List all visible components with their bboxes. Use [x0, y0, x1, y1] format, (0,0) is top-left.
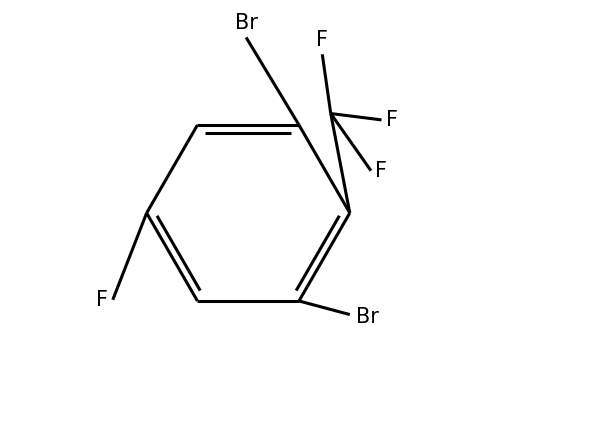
Text: Br: Br — [356, 307, 379, 327]
Text: F: F — [375, 161, 387, 181]
Text: F: F — [96, 290, 108, 310]
Text: F: F — [316, 30, 328, 50]
Text: F: F — [386, 110, 398, 130]
Text: Br: Br — [234, 13, 258, 33]
